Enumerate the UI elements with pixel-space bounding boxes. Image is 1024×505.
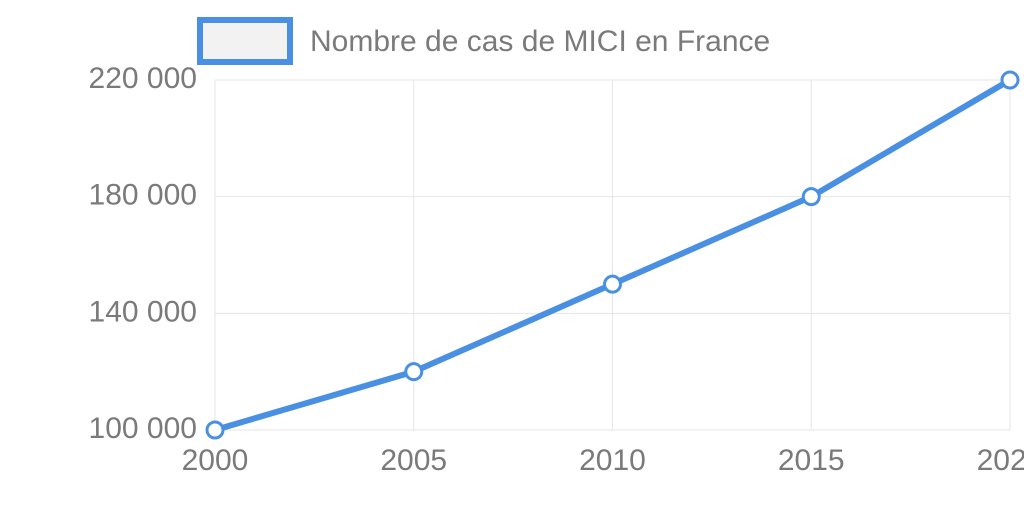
data-point-marker	[803, 189, 819, 205]
legend-swatch	[200, 20, 290, 62]
data-point-marker	[605, 276, 621, 292]
y-tick-label: 100 000	[89, 412, 197, 445]
data-point-marker	[207, 422, 223, 438]
line-chart: 100 000 140 000 180 000 220 000 2000 2005 2010…	[0, 0, 1024, 505]
y-tick-label: 140 000	[89, 295, 197, 328]
legend-label: Nombre de cas de MICI en France	[310, 25, 770, 58]
data-point-marker	[1002, 72, 1018, 88]
x-tick-label: 2020	[977, 444, 1024, 477]
chart-container: 100 000 140 000 180 000 220 000 2000 2005 2010…	[0, 0, 1024, 505]
x-tick-label: 2000	[182, 444, 249, 477]
x-tick-label: 2010	[579, 444, 646, 477]
x-tick-label: 2005	[380, 444, 447, 477]
x-tick-label: 2015	[778, 444, 845, 477]
data-point-marker	[406, 364, 422, 380]
y-tick-label: 180 000	[89, 179, 197, 212]
y-tick-label: 220 000	[89, 62, 197, 95]
